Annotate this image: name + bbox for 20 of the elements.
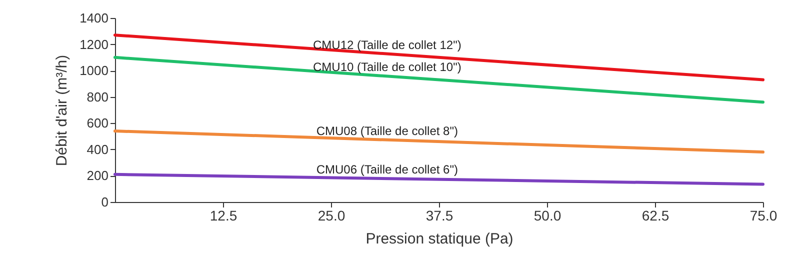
y-tick-label: 600	[86, 116, 108, 131]
x-tick-label: 75.0	[750, 208, 778, 224]
series-label: CMU08 (Taille de collet 8")	[316, 124, 458, 138]
y-tick-label: 1000	[80, 63, 108, 78]
series-label: CMU12 (Taille de collet 12")	[312, 38, 462, 52]
x-tick-label: 50.0	[534, 208, 562, 224]
y-tick-label: 800	[86, 89, 108, 104]
y-axis-title: Débit d'air (m³/h)	[54, 54, 71, 166]
x-tick-label: 12.5	[210, 208, 238, 224]
x-axis-title: Pression statique (Pa)	[366, 230, 514, 248]
series-label: CMU10 (Taille de collet 10")	[312, 60, 462, 74]
y-tick-label: 1200	[80, 36, 108, 52]
y-tick-label: 1400	[80, 10, 108, 26]
series-label: CMU06 (Taille de collet 6")	[316, 162, 458, 177]
y-tick-label: 0	[101, 194, 108, 210]
x-tick-label: 37.5	[426, 208, 454, 224]
y-tick-label: 400	[86, 142, 108, 157]
y-tick-label: 200	[86, 168, 108, 184]
x-tick-label: 62.5	[642, 208, 670, 224]
x-tick-label: 25.0	[318, 208, 346, 224]
